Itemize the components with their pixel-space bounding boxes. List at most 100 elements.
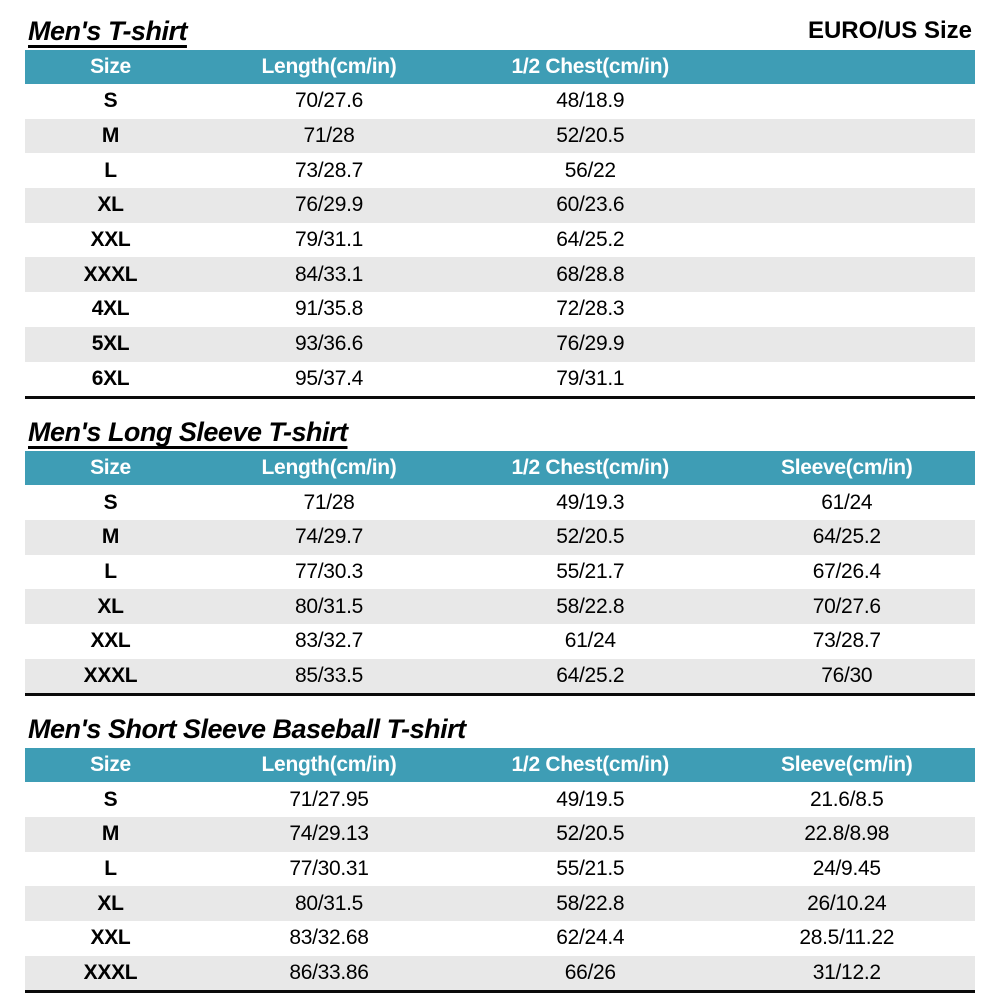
value-cell: 83/32.7: [295, 629, 363, 653]
column-header: Size: [90, 456, 131, 480]
table-header-row: Size Length(cm/in) 1/2 Chest(cm/in): [25, 50, 975, 84]
value-cell: 71/27.95: [289, 787, 369, 811]
size-cell: 5XL: [91, 332, 130, 356]
section-header: Men's Short Sleeve Baseball T-shirt: [28, 714, 972, 744]
table-row: 4XL 91/35.8 72/28.3: [25, 292, 975, 327]
value-cell: 95/37.4: [295, 366, 363, 390]
size-table: Size Length(cm/in) 1/2 Chest(cm/in) Sleeve(…: [25, 748, 975, 994]
size-cell: XL: [97, 891, 124, 915]
size-cell: XXXL: [83, 961, 138, 985]
value-cell: 76/29.9: [556, 332, 625, 356]
table-row: L 73/28.7 56/22: [25, 153, 975, 189]
value-cell: 85/33.5: [295, 663, 363, 687]
column-header: Length(cm/in): [261, 55, 397, 78]
size-standard-label: EURO/US Size: [807, 17, 972, 44]
size-cell: XL: [97, 193, 124, 217]
size-cell: 4XL: [91, 297, 130, 321]
table-row: XXXL 84/33.1 68/28.8: [25, 257, 975, 293]
section-mens-long-sleeve-tshirt: Men's Long Sleeve T-shirt Size Length(cm/…: [25, 417, 975, 697]
column-header: Sleeve(cm/in): [781, 753, 913, 777]
table-row: XL 76/29.9 60/23.6: [25, 188, 975, 223]
value-cell: 52/20.5: [556, 124, 625, 148]
size-cell: XXL: [90, 228, 131, 252]
table-row: XXXL 86/33.86 66/26 31/12.2: [25, 955, 975, 991]
table-row: S 70/27.6 48/18.9: [25, 84, 975, 119]
value-cell: 66/26: [564, 961, 616, 985]
size-cell: S: [103, 89, 118, 113]
table-row: XL 80/31.5 58/22.8 70/27.6: [25, 589, 975, 624]
value-cell: 58/22.8: [556, 891, 625, 915]
table-title: Men's Long Sleeve T-shirt: [28, 417, 348, 448]
value-cell: 49/19.5: [556, 787, 625, 811]
size-cell: XXL: [90, 926, 131, 950]
size-cell: L: [104, 559, 117, 583]
column-header: Length(cm/in): [261, 456, 397, 480]
value-cell: 84/33.1: [295, 262, 363, 286]
value-cell: 58/22.8: [556, 594, 625, 618]
table-title: Men's T-shirt: [28, 16, 187, 46]
value-cell: 56/22: [564, 158, 616, 182]
value-cell: 71/28: [303, 490, 355, 514]
section-header: Men's T-shirt EURO/US Size: [28, 16, 972, 46]
value-cell: 76/30: [821, 663, 873, 687]
size-cell: S: [103, 490, 118, 514]
table-body: S 70/27.6 48/18.9 M 71/28 52/20.5 L 73/28.7 56/2…: [25, 84, 975, 397]
table-row: S 71/27.95 49/19.5 21.6/8.5: [25, 782, 975, 817]
value-cell: 22.8/8.98: [804, 822, 890, 846]
table-row: XXXL 85/33.5 64/25.2 76/30: [25, 658, 975, 694]
value-cell: 67/26.4: [812, 559, 881, 583]
table-row: M 74/29.7 52/20.5 64/25.2: [25, 519, 975, 555]
value-cell: 64/25.2: [556, 663, 625, 687]
value-cell: 74/29.7: [295, 525, 363, 549]
table-title: Men's Short Sleeve Baseball T-shirt: [28, 714, 466, 745]
size-cell: XXXL: [83, 262, 138, 286]
column-header: Size: [90, 753, 131, 777]
value-cell: 70/27.6: [295, 89, 363, 113]
value-cell: 77/30.3: [295, 559, 363, 583]
size-cell: M: [101, 822, 120, 846]
value-cell: 48/18.9: [556, 89, 625, 113]
value-cell: 73/28.7: [295, 158, 363, 182]
size-cell: XXL: [90, 629, 131, 653]
value-cell: 24/9.45: [812, 857, 881, 881]
column-header: 1/2 Chest(cm/in): [511, 55, 670, 78]
table-row: M 71/28 52/20.5: [25, 118, 975, 154]
value-cell: 91/35.8: [295, 297, 363, 321]
value-cell: 76/29.9: [295, 193, 363, 217]
value-cell: 73/28.7: [812, 629, 881, 653]
size-cell: XL: [97, 594, 124, 618]
table-row: 5XL 93/36.6 76/29.9: [25, 326, 975, 362]
section-mens-tshirt: Men's T-shirt EURO/US Size Size Length(cm…: [25, 16, 975, 400]
column-header: Length(cm/in): [261, 753, 397, 777]
table-body: S 71/28 49/19.3 61/24 M 74/29.7 52/20.5 64/25.2…: [25, 485, 975, 694]
value-cell: 31/12.2: [812, 961, 881, 985]
size-cell: XXXL: [83, 663, 138, 687]
value-cell: 64/25.2: [812, 525, 881, 549]
value-cell: 55/21.7: [556, 559, 625, 583]
value-cell: 28.5/11.22: [799, 926, 895, 950]
value-cell: 26/10.24: [807, 891, 887, 915]
value-cell: 52/20.5: [556, 822, 625, 846]
value-cell: 93/36.6: [295, 332, 363, 356]
value-cell: 71/28: [303, 124, 355, 148]
section-mens-short-sleeve-baseball-tshirt: Men's Short Sleeve Baseball T-shirt Size…: [25, 714, 975, 994]
value-cell: 79/31.1: [295, 228, 363, 252]
value-cell: 62/24.4: [556, 926, 625, 950]
size-cell: M: [101, 525, 120, 549]
size-cell: 6XL: [91, 366, 130, 390]
value-cell: 61/24: [821, 490, 873, 514]
table-row: L 77/30.31 55/21.5 24/9.45: [25, 851, 975, 887]
value-cell: 77/30.31: [289, 857, 369, 881]
value-cell: 86/33.86: [289, 961, 369, 985]
value-cell: 80/31.5: [295, 891, 363, 915]
size-cell: L: [104, 158, 117, 182]
value-cell: 80/31.5: [295, 594, 363, 618]
size-cell: M: [101, 124, 120, 148]
column-header: Size: [90, 55, 131, 78]
value-cell: 61/24: [564, 629, 616, 653]
value-cell: 21.6/8.5: [810, 787, 884, 811]
value-cell: 55/21.5: [556, 857, 625, 881]
value-cell: 68/28.8: [556, 262, 625, 286]
value-cell: 64/25.2: [556, 228, 625, 252]
